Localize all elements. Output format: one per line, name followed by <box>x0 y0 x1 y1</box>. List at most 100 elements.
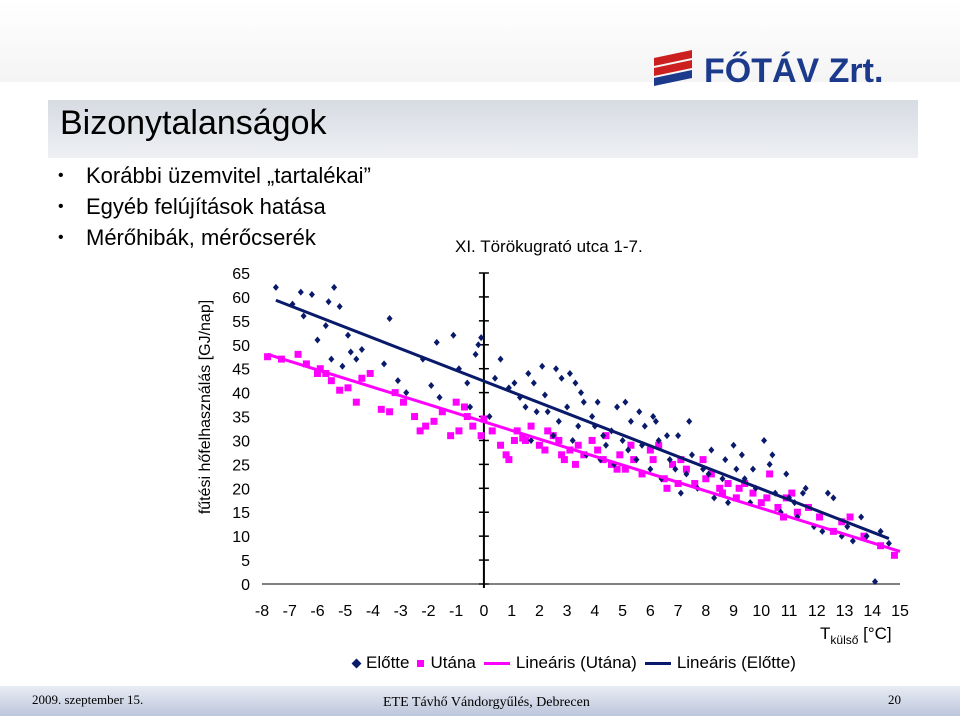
data-point-after <box>366 369 374 377</box>
x-tick-label: 10 <box>752 603 770 620</box>
data-point-after <box>663 484 671 492</box>
title-bar <box>48 100 918 158</box>
y-tick-label: 15 <box>232 505 250 522</box>
data-point-before <box>677 489 684 497</box>
y-tick-label: 0 <box>241 577 250 594</box>
x-tick-label: 6 <box>646 603 655 620</box>
data-point-before <box>300 312 307 320</box>
x-tick-label: -2 <box>421 603 435 620</box>
data-point-after <box>469 422 477 430</box>
data-point-before <box>686 417 693 425</box>
bullet-item: • Egyéb felújítások hatása <box>58 194 326 219</box>
data-point-after <box>655 441 663 449</box>
data-point-before <box>533 408 540 416</box>
x-axis-label-unit: [°C] <box>858 624 892 643</box>
data-point-before <box>566 369 573 377</box>
logo-mark-icon <box>654 50 692 86</box>
data-point-before <box>625 446 632 454</box>
y-tick-label: 25 <box>232 457 250 474</box>
y-tick-label: 60 <box>232 290 250 307</box>
bullet-item: • Mérőhibák, mérőcserék <box>58 225 316 250</box>
data-point-after <box>505 456 513 464</box>
data-point-after <box>774 503 782 511</box>
data-point-before <box>627 417 634 425</box>
data-point-before <box>555 417 562 425</box>
trendline-before <box>275 298 890 540</box>
data-point-after <box>541 446 549 454</box>
data-point-after <box>732 494 740 502</box>
y-tick-label: 30 <box>232 433 250 450</box>
data-point-after <box>422 422 430 430</box>
x-tick-label: 7 <box>674 603 683 620</box>
x-tick-label: 15 <box>891 603 909 620</box>
footer-event: ETE Távhő Vándorgyűlés, Debrecen <box>383 695 590 710</box>
data-point-after <box>555 436 563 444</box>
data-point-before <box>386 314 393 322</box>
data-point-after <box>766 470 774 478</box>
data-point-after <box>793 508 801 516</box>
data-point-after <box>574 441 582 449</box>
page-number: 20 <box>888 692 901 707</box>
data-point-before <box>738 451 745 459</box>
data-point-before <box>308 291 315 299</box>
y-tick-label: 5 <box>241 553 250 570</box>
x-tick-label: -8 <box>255 603 269 620</box>
data-point-after <box>430 417 438 425</box>
data-point-before <box>733 465 740 473</box>
data-point-before <box>799 489 806 497</box>
data-point-after <box>638 470 646 478</box>
x-tick-label: 14 <box>863 603 881 620</box>
data-point-after <box>788 489 796 497</box>
data-point-before <box>844 523 851 531</box>
data-point-after <box>416 427 424 435</box>
data-point-before <box>633 456 640 464</box>
data-point-before <box>877 527 884 535</box>
trendline-after <box>267 352 901 553</box>
data-point-before <box>497 355 504 363</box>
top-band <box>0 0 960 82</box>
y-tick-label: 45 <box>232 362 250 379</box>
x-axis-label: Tkülső [°C] <box>820 624 892 647</box>
y-tick-label: 50 <box>232 338 250 355</box>
data-point-before <box>580 398 587 406</box>
logo-text: FŐTÁV Zrt. <box>704 52 883 90</box>
data-point-after <box>724 480 732 488</box>
data-point-after <box>264 353 272 361</box>
y-tick-label: 35 <box>232 410 250 427</box>
data-point-before <box>761 436 768 444</box>
x-tick-label: -3 <box>394 603 408 620</box>
data-point-before <box>872 578 879 586</box>
data-point-after <box>386 408 394 416</box>
y-tick-label: 65 <box>232 266 250 283</box>
y-tick-label: 40 <box>232 386 250 403</box>
data-point-before <box>492 374 499 382</box>
data-point-before <box>475 341 482 349</box>
data-point-after <box>377 405 385 413</box>
data-point-after <box>890 551 898 559</box>
bullet-text: Mérőhibák, mérőcserék <box>86 225 316 250</box>
data-point-after <box>460 403 468 411</box>
data-point-after <box>846 513 854 521</box>
data-point-before <box>711 494 718 502</box>
square-icon <box>417 659 425 667</box>
data-point-before <box>783 470 790 478</box>
data-point-before <box>336 302 343 310</box>
data-point-after <box>757 499 765 507</box>
x-tick-label: -6 <box>310 603 324 620</box>
data-point-before <box>272 283 279 291</box>
data-point-after <box>588 436 596 444</box>
data-point-before <box>472 350 479 358</box>
footer-bar <box>0 686 960 716</box>
data-point-before <box>666 456 673 464</box>
data-point-before <box>450 331 457 339</box>
y-tick-label: 10 <box>232 529 250 546</box>
data-point-before <box>511 379 518 387</box>
data-point-before <box>428 381 435 389</box>
data-point-after <box>716 484 724 492</box>
data-point-after <box>613 465 621 473</box>
x-tick-label: 9 <box>729 603 738 620</box>
data-point-after <box>621 465 629 473</box>
data-point-before <box>885 539 892 547</box>
data-point-before <box>331 283 338 291</box>
chart-title: XI. Törökugrató utca 1-7. <box>455 237 643 256</box>
